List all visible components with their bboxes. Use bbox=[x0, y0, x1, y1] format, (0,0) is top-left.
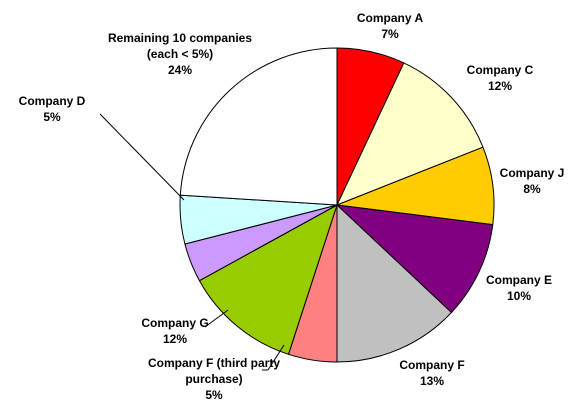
value-label: 12% bbox=[162, 332, 188, 346]
value-label: 8% bbox=[523, 182, 541, 196]
leader-line bbox=[267, 344, 285, 371]
category-label: Company G bbox=[141, 316, 209, 330]
slice-label: Company F (third party purchase) 5% bbox=[132, 355, 297, 403]
slice-label: Company C 12% bbox=[440, 62, 560, 94]
slice-label: Company D 5% bbox=[0, 93, 112, 125]
pie-slice bbox=[198, 203, 338, 355]
value-label: 5% bbox=[205, 388, 223, 402]
slice-label: Company A 7% bbox=[330, 10, 450, 42]
category-label: Company F bbox=[399, 358, 465, 372]
slice-label: Company G 12% bbox=[115, 315, 235, 347]
pie-slice bbox=[335, 204, 494, 314]
value-label: 7% bbox=[381, 27, 399, 41]
slice-label: Company E 10% bbox=[459, 272, 578, 304]
pie-slice bbox=[179, 47, 338, 206]
category-label: Company D bbox=[18, 94, 86, 108]
value-label: 12% bbox=[487, 79, 513, 93]
category-label: Remaining 10 companies (each < 5%) bbox=[107, 31, 253, 61]
leader-line bbox=[204, 309, 229, 328]
category-label: Company A bbox=[356, 11, 424, 25]
value-label: 24% bbox=[167, 63, 193, 77]
value-label: 13% bbox=[419, 374, 445, 388]
category-label: Company E bbox=[485, 273, 552, 287]
value-label: 5% bbox=[43, 110, 61, 124]
category-label: Company F (third party purchase) bbox=[147, 356, 280, 386]
pie-slice bbox=[336, 203, 453, 363]
value-label: 10% bbox=[506, 289, 532, 303]
slice-label: Company J 8% bbox=[472, 165, 578, 197]
slice-label: Company F 13% bbox=[372, 357, 492, 389]
category-label: Company J bbox=[499, 166, 565, 180]
leader-line bbox=[99, 113, 185, 201]
category-label: Company C bbox=[466, 63, 534, 77]
slice-label: Remaining 10 companies (each < 5%) 24% bbox=[105, 30, 255, 78]
pie-slice bbox=[336, 62, 484, 206]
